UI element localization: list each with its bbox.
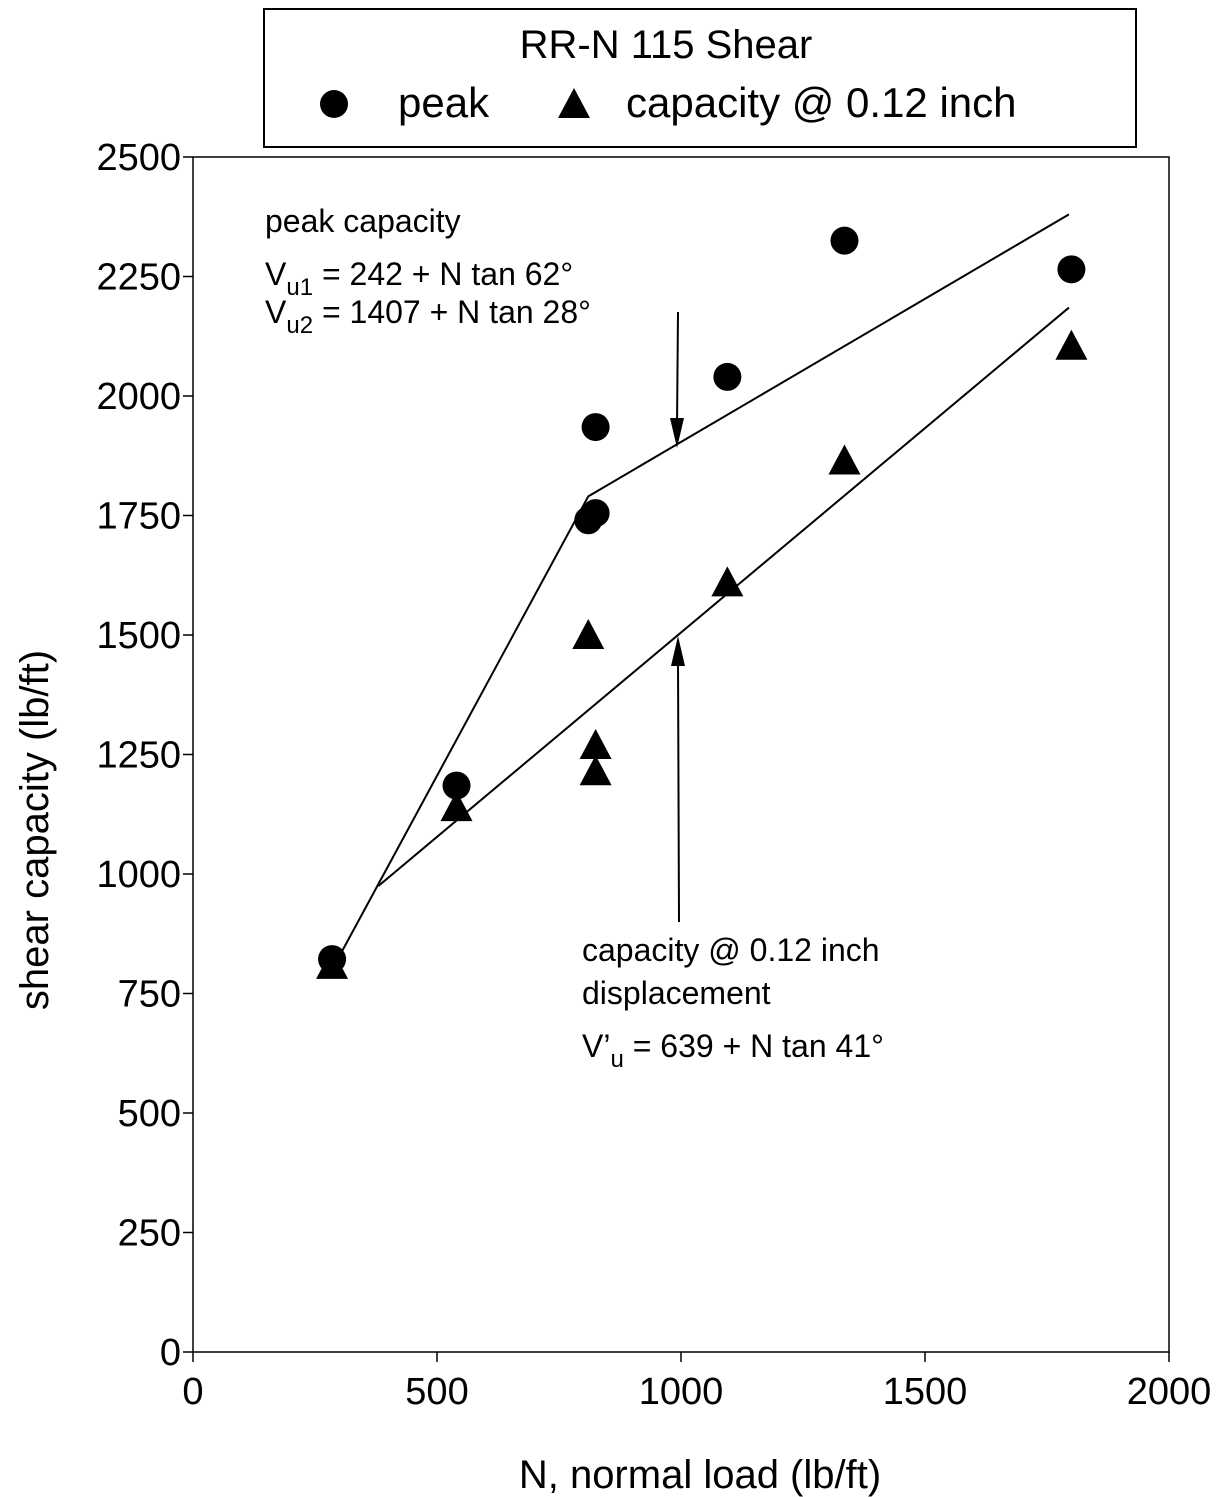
- capacity-point: [1055, 329, 1088, 360]
- x-axis-title: N, normal load (lb/ft): [519, 1453, 881, 1497]
- peak-equation-1: Vu1 = 242 + N tan 62°: [265, 256, 573, 301]
- capacity-point: [579, 728, 612, 759]
- plot-frame: [192, 156, 1170, 1353]
- y-tick-label: 1000: [96, 854, 181, 896]
- capacity-point: [572, 619, 605, 649]
- legend-box: [263, 8, 1137, 148]
- y-tick-label: 1750: [96, 496, 181, 538]
- x-tick-label: 1000: [639, 1371, 724, 1413]
- peak-point: [1057, 255, 1086, 284]
- peak-point: [713, 362, 742, 391]
- y-tick-label: 1250: [96, 735, 181, 777]
- y-tick-label: 0: [160, 1332, 181, 1374]
- legend: RR-N 115 Shear peak capacity @ 0.12 inch: [263, 8, 1137, 148]
- chart-title: RR-N 115 Shear: [520, 23, 813, 67]
- x-tick-label: 0: [182, 1371, 203, 1413]
- displacement-annotation-line1: capacity @ 0.12 inch: [582, 932, 880, 968]
- x-tick-label: 2000: [1127, 1371, 1212, 1413]
- displacement-annotation-line2: displacement: [582, 975, 771, 1011]
- peak-arrow-shaft: [676, 311, 679, 427]
- capacity-point: [828, 444, 861, 475]
- peak-point: [442, 771, 471, 800]
- y-tick-label: 2500: [96, 137, 181, 179]
- peak-point: [830, 226, 859, 255]
- data-markers: [316, 226, 1088, 979]
- capacity-point: [711, 566, 744, 597]
- peak-equation-2: Vu2 = 1407 + N tan 28°: [265, 294, 591, 339]
- y-axis-title: shear capacity (lb/ft): [13, 650, 57, 1010]
- peak-annotation-heading: peak capacity: [265, 203, 461, 239]
- capacity-point: [579, 755, 612, 786]
- peak-point: [581, 499, 610, 528]
- x-tick-label: 1500: [883, 1371, 968, 1413]
- legend-capacity-label: capacity @ 0.12 inch: [626, 79, 1017, 126]
- fit-line: [377, 306, 1070, 887]
- displacement-equation: V’u = 639 + N tan 41°: [582, 1028, 884, 1073]
- capacity-point: [440, 791, 473, 822]
- y-tick-label: 2250: [96, 257, 181, 299]
- y-tick-label: 500: [118, 1093, 181, 1135]
- peak-annotation: peak capacity Vu1 = 242 + N tan 62° Vu2 …: [265, 203, 684, 448]
- legend-capacity-marker: [558, 88, 590, 118]
- x-axis: 0 500 1000 1500 2000: [182, 1352, 1211, 1413]
- fit-line: [331, 213, 1070, 971]
- x-tick-label: 500: [405, 1371, 468, 1413]
- fit-lines: [331, 213, 1070, 971]
- displacement-arrow-shaft: [677, 659, 680, 923]
- y-tick-label: 250: [118, 1213, 181, 1255]
- y-axis: 0 250 500 750 1000 1250 1500 1750 2000 2250 2500: [96, 137, 193, 1374]
- displacement-annotation: capacity @ 0.12 inch displacement V’u = …: [582, 636, 884, 1073]
- peak-arrow-head: [670, 418, 684, 448]
- legend-peak-label: peak: [398, 79, 490, 126]
- y-tick-label: 2000: [96, 376, 181, 418]
- y-tick-label: 1500: [96, 615, 181, 657]
- y-tick-label: 750: [118, 974, 181, 1016]
- peak-point: [581, 413, 610, 442]
- displacement-arrow-head: [671, 636, 685, 666]
- legend-peak-marker: [320, 90, 348, 118]
- capacity-point: [316, 948, 349, 979]
